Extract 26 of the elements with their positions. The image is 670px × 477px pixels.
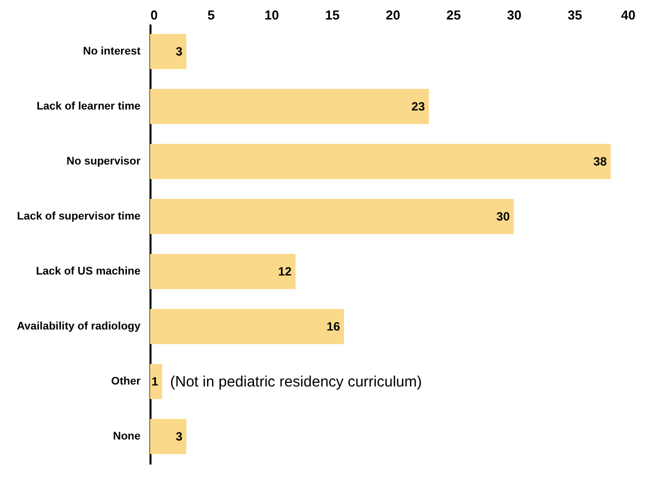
data-label: 16	[326, 320, 340, 334]
x-tick-label: 20	[386, 8, 400, 22]
y-tick-label: Other	[111, 376, 142, 388]
data-label: 38	[593, 154, 608, 168]
data-label: 23	[412, 100, 426, 114]
x-tick-label: 15	[325, 8, 340, 22]
data-label: 3	[176, 44, 183, 58]
y-tick-label: Lack of US machine	[36, 266, 140, 278]
annotation: (Not in pediatric residency curriculum)	[170, 374, 422, 390]
y-tick-label: Lack of learner time	[36, 100, 140, 112]
data-label: 30	[496, 210, 510, 224]
x-tick-label: 40	[621, 8, 636, 22]
x-tick-label: 0	[150, 8, 158, 22]
x-tick-label: 10	[264, 8, 279, 22]
y-tick-label: No interest	[83, 46, 141, 58]
y-tick-label: Lack of supervisor time	[17, 210, 140, 222]
y-tick-label: Availability of radiology	[16, 320, 142, 332]
x-tick-label: 25	[446, 8, 461, 22]
x-tick-label: 30	[507, 8, 522, 22]
x-tick-label: 5	[208, 8, 215, 22]
data-label: 3	[176, 430, 183, 444]
y-tick-label: None	[113, 430, 140, 442]
data-label: 1	[151, 374, 158, 388]
y-tick-label: No supervisor	[66, 156, 142, 168]
data-label: 12	[278, 264, 292, 278]
x-tick-label: 35	[568, 8, 582, 22]
